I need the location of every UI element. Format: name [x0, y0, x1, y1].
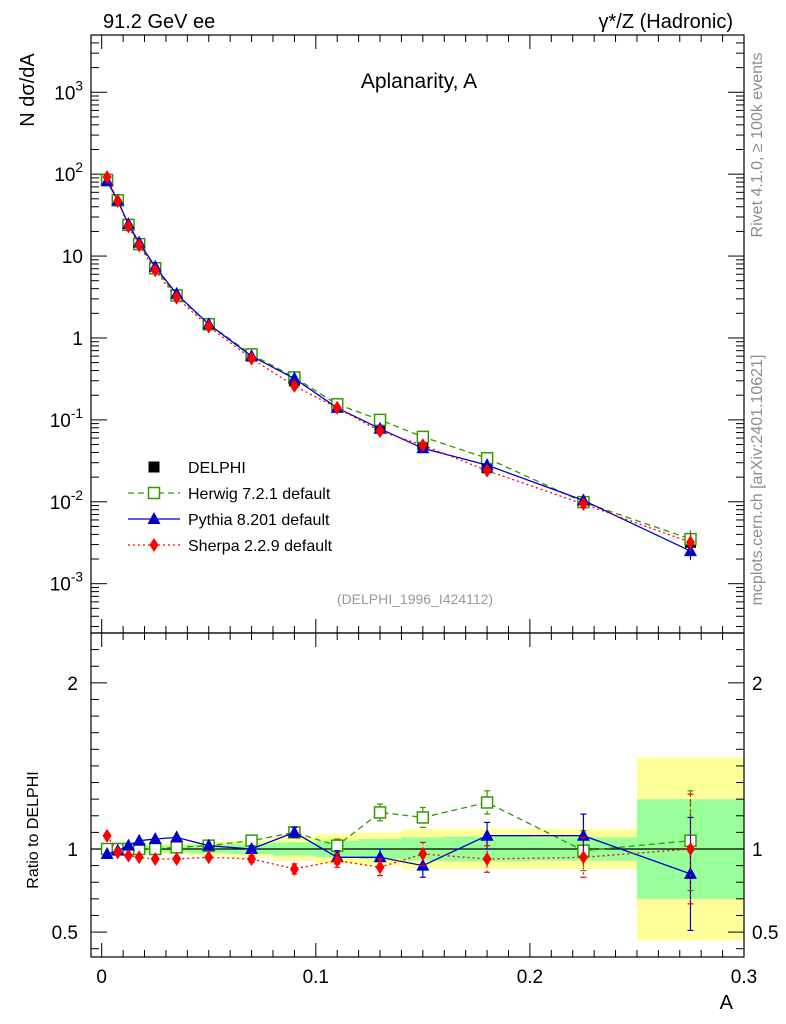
y-ticks: 10-3 10-2 10-1 1 10 102 103 — [50, 34, 744, 628]
series-point — [418, 438, 428, 453]
mcplots-label: mcplots.cern.ch [arXiv:2401.10621] — [749, 355, 766, 606]
ratio-point — [121, 838, 135, 851]
legend-marker — [147, 512, 161, 524]
ratio-point — [287, 825, 301, 838]
source-watermark: (DELPHI_1996_I424112) — [337, 591, 493, 607]
series-point — [123, 219, 133, 234]
ratio-series-1 — [100, 813, 697, 932]
series-point — [578, 496, 588, 511]
ratio-series-2 — [102, 793, 695, 905]
series-point — [332, 400, 342, 415]
x-axis-label: A — [720, 992, 734, 1014]
ratio-point — [480, 828, 494, 841]
x-ticks: 0 0.1 0.2 0.3 — [96, 35, 757, 988]
ratio-point — [170, 841, 183, 854]
ratio-tick-label: 2 — [752, 674, 763, 695]
ratio-y-ticks: 0.5 0.5 1 1 2 2 — [52, 649, 778, 950]
x-tick-label: 0.3 — [731, 967, 757, 988]
ratio-point — [330, 839, 344, 852]
series-point — [113, 194, 123, 209]
x-tick-label: 0 — [96, 967, 107, 988]
ratio-tick-label: 0.5 — [52, 923, 78, 944]
y-tick-label: 10 — [62, 247, 83, 268]
series-point — [375, 424, 385, 439]
y-tick-label: 1 — [72, 329, 83, 350]
ratio-point — [416, 858, 430, 871]
ratio-tick-label: 1 — [752, 840, 763, 861]
ratio-point — [247, 851, 257, 866]
series-point — [482, 463, 492, 478]
ratio-point — [373, 850, 387, 863]
series-point — [134, 238, 144, 253]
ratio-point — [150, 851, 160, 866]
y-tick-label: 103 — [54, 78, 83, 104]
ratio-point — [245, 842, 259, 854]
legend: DELPHI Herwig 7.2.1 default Pythia 8.201 d… — [128, 460, 333, 555]
y-axis-label: N dσ/dA — [17, 53, 39, 127]
ratio-point — [100, 846, 114, 859]
ratio-point — [375, 860, 385, 875]
y-tick-label: 102 — [54, 160, 83, 186]
ratio-point — [683, 866, 697, 879]
rivet-label: Rivet 4.1.0, ≥ 100k events — [749, 53, 766, 238]
x-tick-label: 0.1 — [303, 967, 329, 988]
ratio-point — [148, 832, 162, 845]
series-point — [289, 378, 299, 393]
legend-label: Sherpa 2.2.9 default — [188, 538, 333, 555]
ratio-axis-label: Ratio to DELPHI — [25, 771, 42, 888]
chart-title: Aplanarity, A — [361, 70, 477, 93]
ratio-point — [204, 850, 214, 865]
ratio-tick-label: 2 — [67, 674, 78, 695]
ratio-point — [482, 851, 492, 866]
ratio-point — [418, 846, 428, 861]
ratio-point — [132, 833, 146, 846]
legend-label: DELPHI — [188, 460, 246, 477]
legend-label: Pythia 8.201 default — [188, 512, 330, 529]
ratio-point — [202, 838, 216, 851]
y-tick-label: 10-2 — [50, 488, 83, 514]
legend-label: Herwig 7.2.1 default — [188, 486, 331, 503]
y-tick-label: 10-1 — [50, 406, 83, 432]
series-point — [247, 351, 257, 366]
series-point — [150, 263, 160, 278]
ratio-plot: 0 0.1 0.2 0.3 0.5 0.5 1 1 2 2 — [52, 35, 778, 988]
ratio-point — [113, 845, 123, 860]
ratio-point — [134, 850, 144, 865]
series-point — [287, 371, 301, 384]
legend-marker — [148, 461, 160, 473]
ratio-tick-label: 0.5 — [752, 923, 778, 944]
y-tick-label: 10-3 — [50, 570, 83, 596]
ratio-point — [480, 796, 494, 809]
ratio-frame — [90, 632, 745, 958]
header-right: γ*/Z (Hadronic) — [599, 11, 733, 33]
series-point — [102, 170, 112, 185]
ratio-point — [373, 806, 387, 819]
ratio-point — [170, 830, 184, 843]
series-point — [204, 319, 214, 334]
ratio-point — [416, 811, 430, 824]
header-left: 91.2 GeV ee — [103, 11, 215, 33]
ratio-tick-label: 1 — [67, 840, 78, 861]
ratio-point — [578, 850, 588, 865]
ratio-point — [102, 828, 112, 843]
legend-marker — [149, 538, 159, 552]
series-2 — [102, 170, 695, 552]
legend-marker — [147, 486, 161, 500]
ratio-point — [685, 842, 695, 856]
ratio-point — [123, 848, 133, 863]
ratio-point — [332, 853, 342, 868]
ratio-point — [289, 861, 299, 876]
ratio-point — [576, 828, 590, 841]
x-tick-label: 0.2 — [517, 967, 543, 988]
ratio-point — [172, 851, 182, 866]
series-point — [172, 290, 182, 305]
